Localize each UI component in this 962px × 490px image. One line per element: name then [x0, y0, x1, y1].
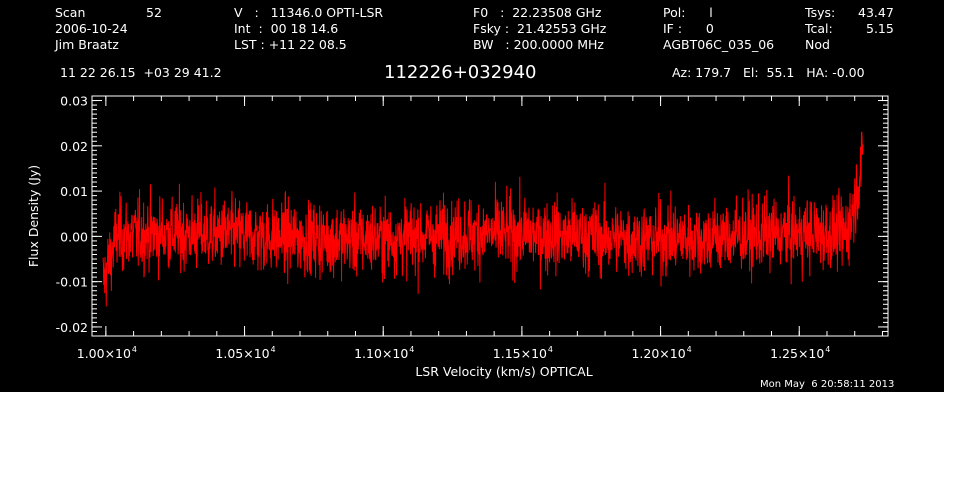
- scan-label: Scan: [55, 5, 86, 20]
- y-axis-title: Flux Density (Jy): [26, 165, 41, 267]
- az-el-ha-readout: Az: 179.7 El: 55.1 HA: -0.00: [672, 65, 865, 80]
- polarization: Pol: l: [663, 5, 713, 20]
- tcal-label: Tcal:: [805, 21, 833, 36]
- tsys-value: 43.47: [858, 5, 894, 20]
- x-axis-title: LSR Velocity (km/s) OPTICAL: [415, 364, 592, 379]
- tsys-label: Tsys:: [805, 5, 836, 20]
- x-tick-label: 1.25×10: [770, 346, 824, 361]
- x-tick-exponent: 4: [687, 345, 692, 354]
- x-tick-exponent: 4: [409, 345, 414, 354]
- x-tick-exponent: 4: [548, 345, 553, 354]
- y-tick-label: -0.02: [56, 320, 88, 335]
- x-tick-label: 1.20×10: [631, 346, 685, 361]
- tcal-value: 5.15: [866, 21, 894, 36]
- spectrum-plot-panel: Scan 52 2006-10-24 Jim Braatz V : 11346.…: [0, 0, 944, 392]
- y-tick-label: -0.01: [56, 275, 88, 290]
- lst-readout: LST : +11 22 08.5: [234, 37, 347, 52]
- plot-frame: [91, 95, 889, 337]
- sky-frequency: Fsky : 21.42553 GHz: [473, 21, 607, 36]
- velocity-readout: V : 11346.0 OPTI-LSR: [234, 5, 384, 20]
- x-tick-label: 1.10×10: [354, 346, 408, 361]
- x-tick-label: 1.05×10: [215, 346, 269, 361]
- y-tick-label: 0.02: [60, 139, 88, 154]
- y-tick-label: 0.00: [60, 229, 88, 244]
- x-tick-exponent: 4: [825, 345, 830, 354]
- x-tick-label: 1.15×10: [493, 346, 547, 361]
- observer-name: Jim Braatz: [55, 37, 119, 52]
- integration-time: Int : 00 18 14.6: [234, 21, 339, 36]
- x-tick-exponent: 4: [132, 345, 137, 354]
- project-id: AGBT06C_035_06: [663, 37, 775, 52]
- scan-number: 52: [146, 5, 162, 20]
- observation-date: 2006-10-24: [55, 21, 128, 36]
- plot-timestamp: Mon May 6 20:58:11 2013: [760, 379, 895, 390]
- source-coordinates: 11 22 26.15 +03 29 41.2: [60, 65, 222, 80]
- rest-frequency: F0 : 22.23508 GHz: [473, 5, 602, 20]
- y-tick-label: 0.03: [60, 94, 88, 109]
- x-tick-exponent: 4: [271, 345, 276, 354]
- spectrum-trace: [102, 131, 864, 307]
- spectrum-chart: 1.00×10 4 1.05×10 4 1.10×10 4 1.15×10 4 1.20×10 4…: [26, 94, 889, 379]
- if-number: IF : 0: [663, 21, 714, 36]
- bandwidth: BW : 200.0000 MHz: [473, 37, 604, 52]
- source-name: 112226+032940: [384, 62, 537, 83]
- y-tick-label: 0.01: [60, 184, 88, 199]
- x-tick-label: 1.00×10: [77, 346, 131, 361]
- observing-mode: Nod: [805, 37, 830, 52]
